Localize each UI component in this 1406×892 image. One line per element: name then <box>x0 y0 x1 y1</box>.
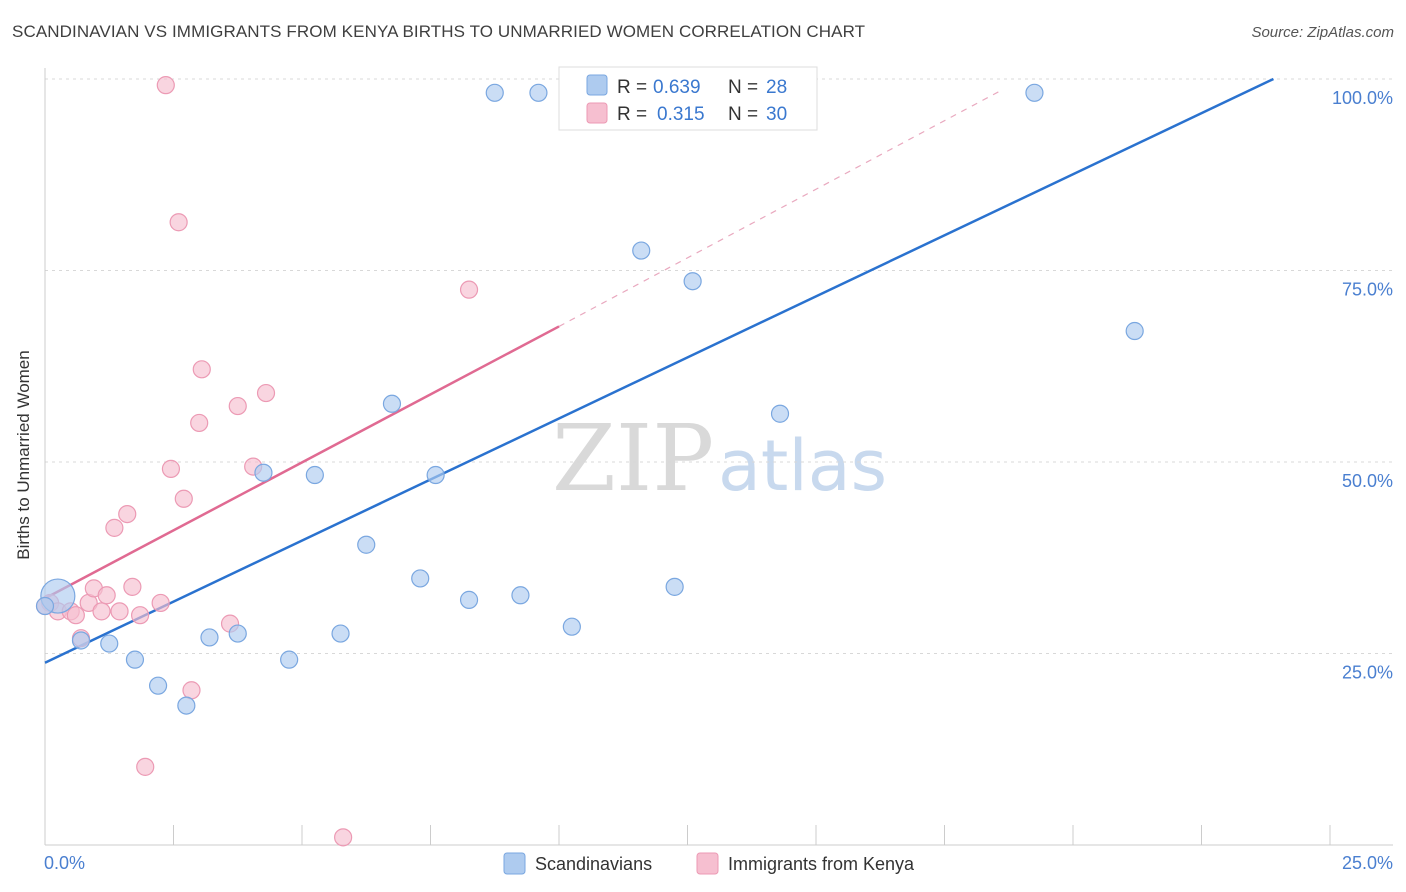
stats-r-value-pink: 0.315 <box>657 104 705 125</box>
x-tick-label-max: 25.0% <box>1342 853 1393 873</box>
point-scandinavians <box>35 596 55 616</box>
point-kenya <box>66 606 85 625</box>
point-kenya <box>118 504 137 524</box>
point-scandinavians <box>100 634 119 653</box>
y-tick-label: 75.0% <box>1342 280 1393 300</box>
point-scandinavians <box>770 404 790 423</box>
watermark-zip: ZIP <box>552 405 714 512</box>
trend-line-scandinavians <box>44 77 1274 664</box>
legend-label-kenya: Immigrants from Kenya <box>728 854 915 874</box>
point-kenya <box>130 606 150 625</box>
legend-swatch-kenya <box>696 852 719 875</box>
point-scandinavians <box>331 624 350 643</box>
watermark-atlas: atlas <box>718 425 887 507</box>
point-kenya <box>182 681 201 700</box>
stats-n-value-blue: 28 <box>766 77 787 98</box>
point-scandinavians <box>71 631 91 650</box>
point-kenya <box>151 593 170 613</box>
point-scandinavians <box>125 650 145 669</box>
point-kenya <box>174 489 193 508</box>
point-scandinavians <box>665 577 684 596</box>
point-scandinavians <box>200 628 219 647</box>
legend-swatch-scandinavians <box>503 852 526 875</box>
point-scandinavians <box>411 569 430 588</box>
stats-swatch-pink <box>586 102 608 124</box>
source-credit: Source: ZipAtlas.com <box>1251 24 1394 41</box>
point-scandinavians <box>280 650 299 669</box>
stats-n-value-pink: 30 <box>766 104 787 125</box>
point-scandinavians <box>562 617 581 636</box>
chart-title: SCANDINAVIAN VS IMMIGRANTS FROM KENYA BI… <box>12 22 866 41</box>
point-kenya <box>192 360 211 379</box>
point-scandinavians <box>305 465 324 485</box>
legend: Scandinavians Immigrants from Kenya <box>503 852 915 875</box>
stats-r-label-blue: R = <box>617 77 647 98</box>
point-scandinavians <box>1125 321 1144 341</box>
point-kenya <box>156 76 175 95</box>
trend-line-kenya <box>44 325 560 600</box>
point-scandinavians <box>529 83 548 102</box>
point-scandinavians <box>459 590 479 609</box>
point-scandinavians <box>1025 83 1044 102</box>
point-kenya <box>334 828 353 847</box>
point-scandinavians <box>228 624 247 643</box>
x-tick-label-min: 0.0% <box>44 853 85 873</box>
point-scandinavians <box>511 586 530 605</box>
point-kenya <box>169 213 188 232</box>
axes <box>44 68 1393 846</box>
trend-lines <box>44 77 1274 664</box>
legend-label-scandinavians: Scandinavians <box>535 854 652 874</box>
point-kenya <box>459 280 479 299</box>
point-kenya <box>256 383 276 403</box>
point-kenya <box>123 577 142 596</box>
point-scandinavians <box>426 465 445 485</box>
y-tick-label: 100.0% <box>1332 88 1393 108</box>
point-kenya <box>105 518 124 537</box>
point-scandinavians <box>254 463 273 482</box>
point-scandinavians <box>382 394 402 413</box>
point-scandinavians <box>632 241 651 260</box>
stats-n-label-pink: N = <box>728 104 758 125</box>
point-scandinavians <box>683 272 702 291</box>
stats-legend: R = 0.639 N = 28 R = 0.315 N = 30 <box>558 66 818 131</box>
stats-r-label-pink: R = <box>617 104 647 125</box>
data-points <box>35 76 1144 847</box>
watermark: ZIP atlas <box>552 405 887 512</box>
point-kenya <box>92 602 111 621</box>
point-kenya <box>228 396 247 416</box>
stats-swatch-blue <box>586 74 608 96</box>
point-scandinavians <box>357 535 376 554</box>
y-tick-label: 50.0% <box>1342 471 1393 491</box>
y-tick-label: 25.0% <box>1342 663 1393 683</box>
point-kenya <box>190 413 209 433</box>
point-scandinavians <box>485 83 504 102</box>
stats-r-value-blue: 0.639 <box>653 77 701 98</box>
stats-n-label-blue: N = <box>728 77 758 98</box>
point-scandinavians <box>148 676 168 695</box>
point-kenya <box>136 757 155 776</box>
point-kenya <box>97 586 116 605</box>
point-scandinavians <box>177 696 196 715</box>
y-axis-label: Births to Unmarried Women <box>14 350 33 559</box>
grid: 25.0% 50.0% 75.0% 100.0% <box>45 78 1393 683</box>
point-kenya <box>110 602 129 621</box>
point-kenya <box>161 459 181 478</box>
